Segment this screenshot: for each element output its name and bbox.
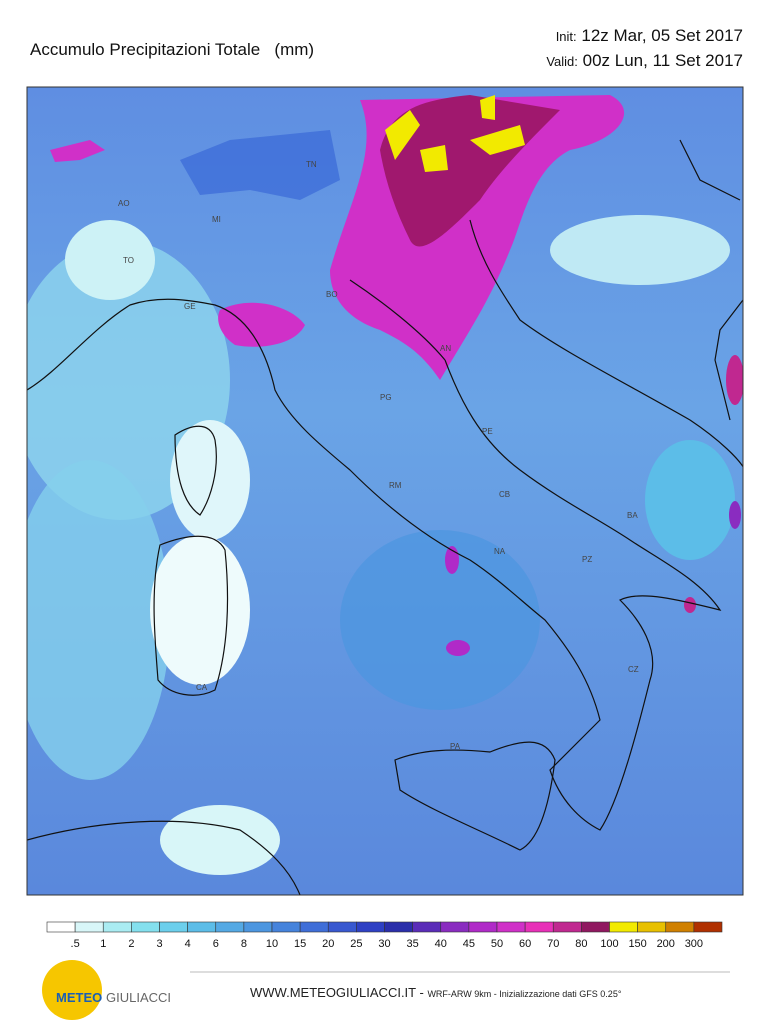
coastlines [27, 139, 743, 895]
colorbar-label: 60 [519, 938, 531, 950]
city-label: CZ [628, 665, 639, 674]
city-label: PA [450, 742, 461, 751]
logo-sun [42, 960, 102, 1020]
logo-text: METEO [56, 990, 102, 1005]
colorbar-label: 200 [657, 938, 675, 950]
city-label: RM [389, 481, 402, 490]
colorbar-swatch [327, 921, 357, 933]
colorbar-label: 150 [628, 938, 646, 950]
colorbar-label: 1 [100, 938, 106, 950]
colorbar-swatch [693, 921, 723, 933]
colorbar-swatch [440, 921, 470, 933]
valid-value: 00z Lun, 11 Set 2017 [582, 51, 743, 70]
city-label: TO [123, 256, 134, 265]
colorbar-label: 3 [156, 938, 162, 950]
init-label: Init: [555, 29, 577, 44]
colorbar-swatch [299, 921, 329, 933]
colorbar-label: 45 [463, 938, 475, 950]
city-label: NA [494, 547, 506, 556]
city-label: AN [440, 344, 451, 353]
colorbar-swatch [637, 921, 667, 933]
colorbar-swatch [552, 921, 582, 933]
colorbar: .5 1 2 3 4 6 8 10 15 20 25 30 35 40 45 50 60 70 80 100 150 20… [46, 921, 723, 950]
colorbar-label: 30 [378, 938, 390, 950]
valid-label: Valid: [546, 54, 578, 69]
colorbar-swatch [74, 921, 104, 933]
colorbar-label: 4 [185, 938, 191, 950]
colorbar-swatch [412, 921, 442, 933]
logo-text: GIULIACCI [106, 990, 171, 1005]
colorbar-swatch [609, 921, 638, 933]
colorbar-label: 20 [322, 938, 334, 950]
footer-note: WRF-ARW 9km - Inizializzazione dati GFS … [427, 989, 622, 999]
colorbar-swatch [187, 921, 217, 933]
city-labels: AO MI TN TO GE BO AN PG PE RM CB BA NA P… [118, 160, 639, 751]
colorbar-label: .5 [71, 938, 80, 950]
init-value: 12z Mar, 05 Set 2017 [581, 26, 743, 45]
colorbar-swatch [159, 921, 188, 933]
colorbar-label: 25 [350, 938, 362, 950]
colorbar-swatch [271, 921, 301, 933]
colorbar-label: 300 [685, 938, 703, 950]
colorbar-label: 2 [128, 938, 134, 950]
colorbar-swatch [581, 921, 610, 933]
colorbar-swatch [243, 921, 273, 933]
colorbar-swatch [524, 921, 554, 933]
colorbar-label: 15 [294, 938, 306, 950]
logo: METEO GIULIACCI [42, 960, 171, 1020]
colorbar-swatch [356, 921, 385, 933]
city-label: MI [212, 215, 221, 224]
city-label: BA [627, 511, 638, 520]
colorbar-swatch [665, 921, 695, 933]
city-label: CB [499, 490, 510, 499]
city-label: PE [482, 427, 493, 436]
colorbar-swatch [131, 921, 160, 933]
city-label: AO [118, 199, 130, 208]
colorbar-swatch [215, 921, 245, 933]
city-label: GE [184, 302, 196, 311]
colorbar-swatch [496, 921, 526, 933]
colorbar-label: 6 [213, 938, 219, 950]
colorbar-swatch [384, 921, 413, 933]
colorbar-label: 100 [600, 938, 618, 950]
colorbar-label: 10 [266, 938, 278, 950]
colorbar-label: 40 [435, 938, 447, 950]
colorbar-label: 80 [575, 938, 587, 950]
city-label: BO [326, 290, 338, 299]
precip-field [27, 87, 743, 895]
valid-time: Valid: 00z Lun, 11 Set 2017 [546, 51, 743, 71]
colorbar-label: 70 [547, 938, 559, 950]
colorbar-label: 50 [491, 938, 503, 950]
city-label: TN [306, 160, 317, 169]
colorbar-swatch [46, 921, 76, 933]
footer: WWW.METEOGIULIACCI.IT - WRF-ARW 9km - In… [250, 985, 621, 1000]
city-label: PG [380, 393, 392, 402]
city-label: PZ [582, 555, 592, 564]
colorbar-label: 35 [407, 938, 419, 950]
colorbar-label: 8 [241, 938, 247, 950]
map-title: Accumulo Precipitazioni Totale (mm) [30, 40, 315, 59]
city-label: CA [196, 683, 208, 692]
footer-site: WWW.METEOGIULIACCI.IT - [250, 985, 424, 1000]
colorbar-swatch [102, 921, 132, 933]
map-frame [26, 86, 744, 896]
init-time: Init: 12z Mar, 05 Set 2017 [556, 26, 743, 46]
colorbar-swatch [468, 921, 498, 933]
